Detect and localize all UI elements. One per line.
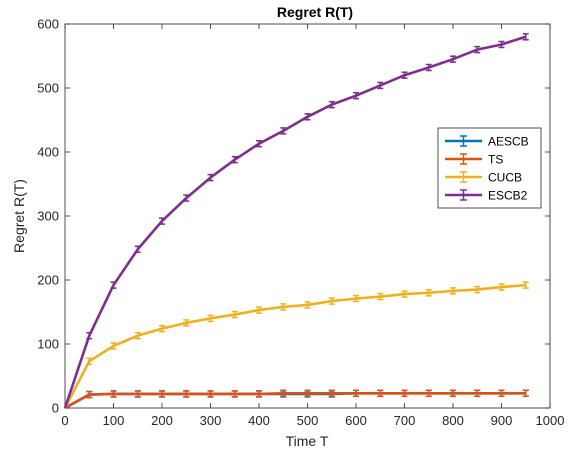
- error-bar: [280, 127, 287, 135]
- error-bar: [159, 390, 165, 398]
- series-ts: [64, 389, 529, 410]
- error-bar: [498, 389, 505, 398]
- plot-area: [64, 23, 551, 409]
- error-bar: [377, 292, 384, 301]
- error-bar: [328, 389, 335, 398]
- error-bar: [377, 389, 384, 398]
- x-axis-label: Time T: [286, 433, 329, 449]
- legend-item-cucb: CUCB: [445, 171, 522, 185]
- x-tick-label: 1000: [536, 413, 565, 428]
- error-bar: [110, 390, 117, 398]
- y-axis-label: Regret R(T): [11, 179, 27, 253]
- legend-item-aescb: AESCB: [445, 135, 529, 149]
- legend-label: ESCB2: [488, 189, 528, 203]
- series-escb2: [63, 33, 529, 409]
- y-tick-label: 200: [37, 273, 59, 288]
- error-bar: [450, 389, 456, 398]
- error-bar: [86, 331, 93, 340]
- error-bar: [110, 342, 117, 350]
- x-tick-label: 200: [151, 413, 173, 428]
- error-bar: [450, 287, 456, 295]
- x-tick-label: 0: [61, 413, 68, 428]
- error-bar: [425, 63, 432, 72]
- y-tick-label: 300: [37, 209, 59, 224]
- error-bar: [110, 281, 117, 289]
- error-bar: [256, 139, 262, 148]
- error-bar: [353, 91, 359, 100]
- series-line: [63, 35, 527, 409]
- x-tick-label: 700: [394, 413, 416, 428]
- error-bar: [450, 55, 456, 63]
- error-bar: [207, 173, 214, 182]
- error-bar: [401, 71, 408, 79]
- error-bar: [183, 390, 190, 398]
- error-bar: [353, 389, 359, 398]
- x-tick-label: 800: [442, 413, 464, 428]
- error-bar: [134, 245, 141, 254]
- error-bar: [425, 389, 432, 398]
- error-bar: [159, 217, 165, 225]
- error-bar: [522, 33, 529, 41]
- error-bar: [522, 389, 529, 398]
- error-bar: [231, 155, 238, 164]
- error-bar: [401, 389, 408, 398]
- error-bar: [183, 194, 190, 202]
- error-bar: [522, 281, 529, 289]
- series-cucb: [63, 281, 529, 409]
- legend-label: CUCB: [488, 171, 522, 185]
- error-bar: [304, 113, 311, 121]
- x-tick-label: 900: [491, 413, 513, 428]
- x-tick-label: 100: [103, 413, 125, 428]
- x-tick-label: 300: [200, 413, 222, 428]
- legend-item-escb2: ESCB2: [445, 189, 528, 203]
- error-bar: [328, 297, 335, 305]
- error-bar: [183, 319, 190, 327]
- error-bar: [474, 45, 481, 54]
- error-bar: [207, 314, 214, 323]
- x-tick-label: 500: [297, 413, 319, 428]
- error-bar: [159, 324, 165, 333]
- error-bar: [474, 389, 481, 398]
- error-bar: [401, 290, 408, 298]
- error-bar: [256, 306, 262, 314]
- error-bar: [280, 303, 287, 311]
- y-tick-label: 0: [52, 401, 59, 416]
- y-tick-label: 600: [37, 17, 59, 32]
- error-bar: [86, 390, 93, 399]
- legend-label: AESCB: [488, 135, 529, 149]
- series-line: [64, 391, 526, 410]
- legend: AESCB TS CUCB ESCB2: [437, 127, 542, 209]
- y-tick-label: 400: [37, 145, 59, 160]
- error-bar: [328, 100, 335, 109]
- error-bar: [231, 390, 238, 398]
- error-bar: [425, 289, 432, 297]
- series-line: [63, 283, 526, 409]
- error-bar: [474, 285, 481, 294]
- y-tick-label: 100: [37, 337, 59, 352]
- x-tick-label: 400: [248, 413, 270, 428]
- error-bar: [377, 81, 384, 90]
- series-layer: [63, 33, 529, 410]
- legend-item-ts: TS: [445, 153, 503, 167]
- chart-title: Regret R(T): [277, 4, 353, 20]
- error-bar: [304, 301, 311, 309]
- y-tick-label: 500: [37, 81, 59, 96]
- error-bar: [498, 40, 505, 49]
- error-bar: [256, 390, 262, 398]
- x-tick-label: 600: [345, 413, 367, 428]
- x-axis: 0 100 200 300 400 500 600 700 800 900 1000: [61, 24, 564, 428]
- error-bar: [304, 389, 311, 398]
- error-bar: [207, 390, 214, 398]
- error-bar: [134, 331, 141, 340]
- legend-label: TS: [488, 153, 503, 167]
- error-bar: [280, 389, 287, 398]
- error-bar: [231, 310, 238, 319]
- error-bar: [498, 283, 505, 291]
- error-bar: [86, 357, 93, 366]
- error-bar: [353, 294, 359, 303]
- error-bar: [134, 390, 141, 398]
- y-axis: 0 100 200 300 400 500 600: [37, 17, 550, 416]
